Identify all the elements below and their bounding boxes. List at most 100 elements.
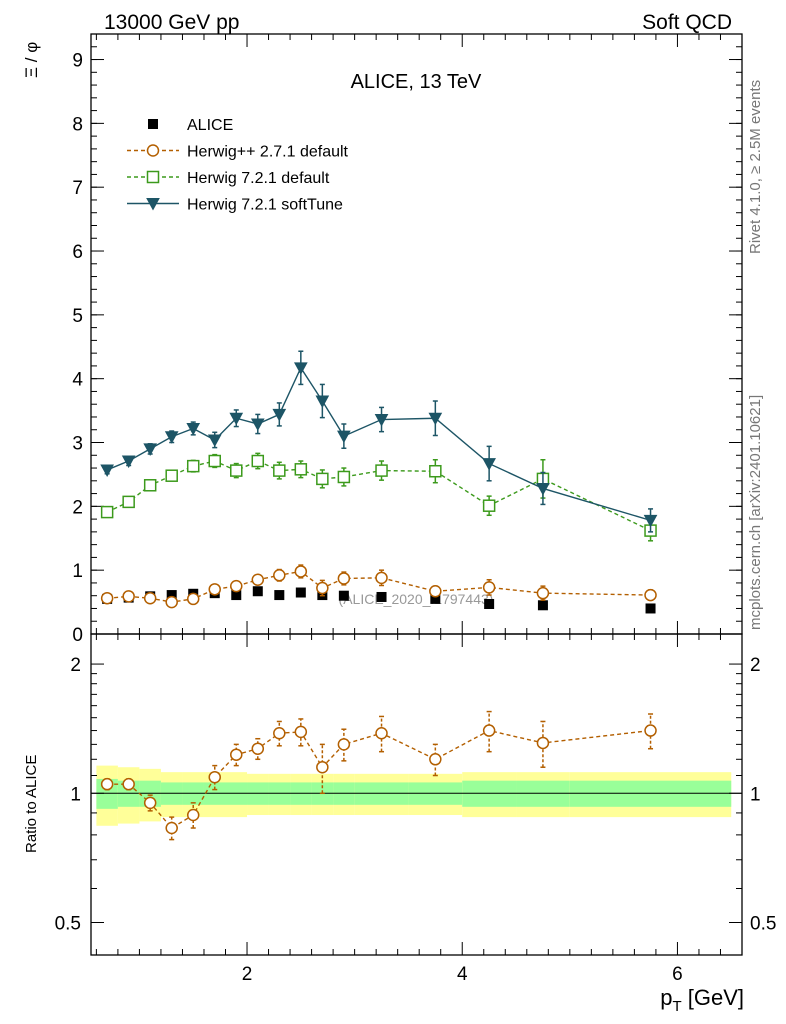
ratio-point <box>143 796 157 810</box>
series-point <box>122 495 135 509</box>
series-point <box>337 470 351 484</box>
x-tick-label: 2 <box>242 964 253 985</box>
y-tick-label: 9 <box>72 51 83 72</box>
series-point <box>429 464 442 478</box>
ratio-y-tick-label: 2 <box>70 655 81 676</box>
series-point <box>164 431 179 444</box>
ratio-point <box>165 821 178 835</box>
y-tick-label: 4 <box>72 370 83 391</box>
series-point <box>293 362 308 375</box>
data-point <box>484 599 495 609</box>
ratio-point <box>273 726 286 740</box>
data-point <box>166 590 177 601</box>
y-tick-label: 3 <box>72 434 83 455</box>
series-line <box>106 366 651 522</box>
series-point <box>428 412 443 426</box>
legend: ALICE Herwig++ 2.7.1 default Herwig 7.2.1 … <box>127 117 349 214</box>
data-point <box>338 590 349 601</box>
series-point <box>251 573 265 586</box>
series-point <box>207 434 222 448</box>
header-category-label: Soft QCD <box>642 11 732 34</box>
series-point <box>316 472 329 486</box>
y-tick-label: 2 <box>72 497 83 518</box>
ratio-point <box>122 777 135 791</box>
ratio-point <box>100 777 114 791</box>
ratio-y-tick-label-right: 1 <box>750 784 761 805</box>
legend-label: Herwig 7.2.1 default <box>187 170 330 187</box>
legend-marker <box>146 198 160 211</box>
y-tick-label: 5 <box>72 306 83 327</box>
x-axis-title: pT [GeV] <box>660 985 744 1015</box>
series-point <box>536 586 550 600</box>
data-point <box>274 590 285 601</box>
series-point <box>165 595 178 609</box>
data-point <box>430 593 441 604</box>
x-tick-label: 4 <box>457 964 468 985</box>
y-tick-label: 7 <box>72 178 83 199</box>
series-point <box>229 412 244 426</box>
ratio-y-tick-label: 0.5 <box>55 913 81 934</box>
y-axis-title: Ξ / φ <box>22 42 41 78</box>
y-tick-label: 6 <box>72 242 83 263</box>
series-point <box>208 454 221 468</box>
ratio-point <box>230 748 243 761</box>
series-point <box>251 454 265 468</box>
series-point <box>316 581 329 595</box>
ratio-point <box>208 770 221 784</box>
ratio-plot-frame <box>90 633 743 956</box>
series-point <box>374 414 389 427</box>
ratio-y-tick-label: 1 <box>70 784 81 805</box>
series-point <box>482 581 496 594</box>
ratio-point <box>251 742 265 755</box>
legend-label: Herwig++ 2.7.1 default <box>187 144 349 161</box>
series-point <box>337 430 351 444</box>
legend-marker <box>146 170 160 184</box>
legend-label: ALICE <box>187 117 233 134</box>
y-tick-label: 0 <box>72 625 83 646</box>
ratio-point <box>482 724 496 737</box>
series-point <box>643 514 658 528</box>
x-tick-label: 6 <box>672 964 683 985</box>
y-tick-label: 1 <box>72 561 83 582</box>
series-point <box>375 571 388 585</box>
legend-marker <box>146 144 160 157</box>
chart-title: ALICE, 13 TeV <box>351 71 482 93</box>
watermark-label: (ALICE_2020_I1797443) <box>339 591 494 607</box>
ratio-y-axis-title: Ratio to ALICE <box>23 755 40 853</box>
series-point <box>100 464 114 478</box>
legend-marker <box>148 119 158 129</box>
rivet-version-label: Rivet 4.1.0, ≥ 2.5M events <box>747 80 764 254</box>
series-point <box>186 422 201 436</box>
series-point <box>644 588 657 602</box>
ratio-point <box>294 725 308 739</box>
series-point <box>315 395 330 409</box>
series-point <box>100 592 114 605</box>
series-point <box>273 569 286 582</box>
data-point <box>252 586 263 597</box>
ratio-point <box>186 808 200 822</box>
series-point <box>294 565 308 578</box>
ratio-point <box>337 738 351 751</box>
series-point <box>375 464 388 477</box>
data-point <box>537 600 548 611</box>
series-point <box>230 464 243 477</box>
series-point <box>273 464 286 477</box>
ratio-y-tick-label-right: 2 <box>750 655 761 676</box>
series-point <box>143 592 157 605</box>
data-point <box>645 603 656 614</box>
legend-label: Herwig 7.2.1 softTune <box>187 197 343 214</box>
series-point <box>208 583 221 596</box>
ratio-point <box>316 760 329 774</box>
series-point <box>294 463 308 476</box>
series-point <box>482 499 496 512</box>
ratio-point <box>644 724 657 737</box>
ratio-point <box>429 753 442 766</box>
series-point <box>429 584 442 598</box>
ratio-point <box>375 726 388 740</box>
source-label: mcplots.cern.ch [arXiv:2401.10621] <box>747 395 764 630</box>
series-point <box>186 592 200 606</box>
series-point <box>250 418 265 432</box>
data-point <box>231 590 242 601</box>
series-point <box>100 505 114 519</box>
